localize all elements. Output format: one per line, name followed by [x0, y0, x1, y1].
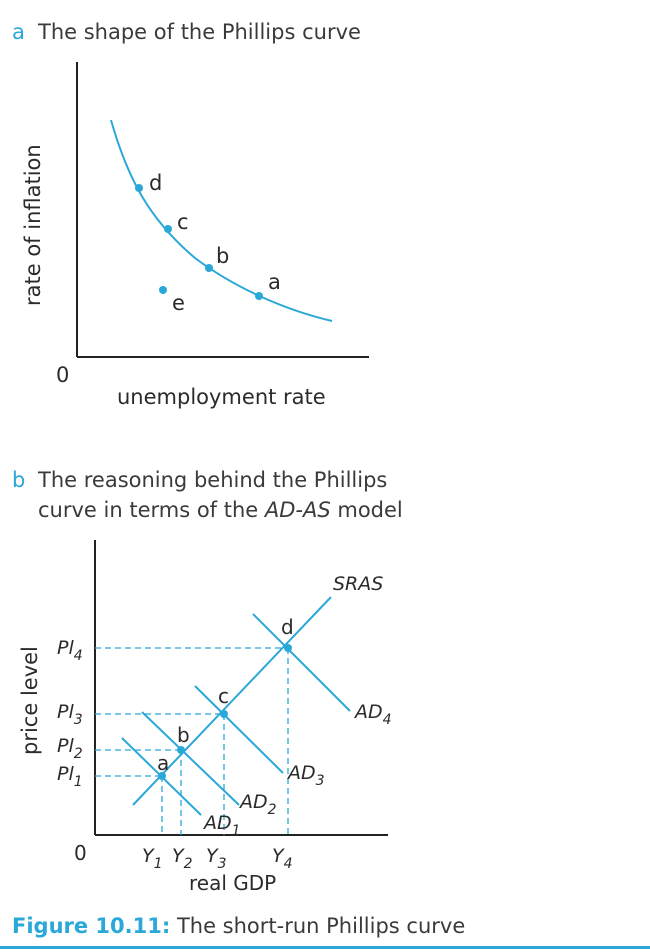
y2-sub: 2: [184, 856, 193, 872]
panel-b-title-line1: The reasoning behind the Phillips: [38, 468, 388, 492]
y2-base: Y: [172, 845, 185, 867]
y4-base: Y: [272, 845, 285, 867]
figure-caption-label: Figure 10.11:: [12, 914, 171, 938]
figure-caption-text: The short-run Phillips curve: [170, 914, 466, 938]
ad2-sub: 2: [268, 802, 277, 818]
panel-b-title-line2-italic: AD-AS: [264, 498, 331, 522]
panel-b-title-line2-post: model: [330, 498, 403, 522]
sras-curve: [132, 596, 332, 806]
point-a-dot: [255, 292, 263, 300]
pl2-sub: 2: [74, 746, 83, 762]
eq-a-dot: [158, 772, 166, 780]
ad4-label: AD4: [353, 701, 392, 728]
y3-sub: 3: [218, 856, 227, 872]
ad3-base: AD: [286, 762, 316, 784]
panel-a-xlabel: unemployment rate: [117, 385, 326, 409]
pl3-sub: 3: [74, 712, 83, 728]
eq-d-label: d: [281, 615, 294, 639]
panel-b-origin: 0: [74, 841, 87, 865]
panel-b-ylabel: price level: [18, 646, 42, 755]
ad1-sub: 1: [232, 823, 241, 839]
point-e-label: e: [172, 291, 185, 315]
y1-label: Y1: [142, 845, 163, 872]
y2-label: Y2: [172, 845, 193, 872]
panel-b-letter: b: [12, 468, 26, 492]
pl1-base: Pl: [57, 763, 74, 785]
ad4-curve: [252, 613, 351, 712]
point-c-label: c: [177, 210, 189, 234]
panel-b-heading: b The reasoning behind the Phillips curve…: [12, 466, 403, 524]
pl4-label: Pl4: [57, 637, 83, 664]
point-b-dot: [205, 264, 213, 272]
point-d-label: d: [149, 171, 162, 195]
ad4-sub: 4: [383, 712, 392, 728]
panel-b-diagram: a b c d SRAS AD4 AD3 AD2 AD1 Pl4 Pl3 Pl2…: [18, 540, 392, 895]
eq-b-dot: [177, 746, 185, 754]
eq-b-label: b: [177, 723, 190, 747]
pl2-label: Pl2: [57, 735, 83, 762]
ad4-base: AD: [353, 701, 383, 723]
ad1-base: AD: [202, 812, 232, 834]
panel-a-heading: a The shape of the Phillips curve: [12, 18, 361, 46]
y3-base: Y: [206, 845, 219, 867]
point-b-label: b: [216, 244, 229, 268]
point-c-dot: [164, 225, 172, 233]
sras-label: SRAS: [333, 573, 383, 595]
ad1-label: AD1: [202, 812, 241, 839]
ad3-sub: 3: [316, 773, 325, 789]
pl1-label: Pl1: [57, 763, 83, 790]
phillips-curve: [110, 119, 333, 322]
y4-sub: 4: [284, 856, 293, 872]
pl3-base: Pl: [57, 701, 74, 723]
eq-a-label: a: [157, 751, 169, 775]
panel-a-diagram: d c b a e 0 unemployment rate rate of in…: [21, 62, 369, 409]
panel-a-title: The shape of the Phillips curve: [38, 20, 361, 44]
pl2-base: Pl: [57, 735, 74, 757]
eq-c-dot: [220, 710, 228, 718]
panel-b-title-line2-pre: curve in terms of the: [38, 498, 265, 522]
y1-base: Y: [142, 845, 155, 867]
y1-sub: 1: [154, 856, 163, 872]
ad3-label: AD3: [286, 762, 325, 789]
y3-label: Y3: [206, 845, 227, 872]
eq-d-dot: [284, 644, 292, 652]
pl4-base: Pl: [57, 637, 74, 659]
figure-caption: Figure 10.11: The short-run Phillips cur…: [12, 914, 465, 938]
panel-a-letter: a: [12, 20, 25, 44]
caption-rule: [0, 946, 650, 949]
point-e-dot: [159, 286, 167, 294]
panel-b-xlabel: real GDP: [189, 871, 276, 895]
ad2-curve: [141, 711, 240, 806]
ad3-curve: [194, 685, 284, 774]
pl1-sub: 1: [74, 774, 83, 790]
eq-c-label: c: [218, 684, 229, 708]
ad2-base: AD: [238, 791, 268, 813]
pl3-label: Pl3: [57, 701, 83, 728]
pl4-sub: 4: [74, 648, 83, 664]
point-d-dot: [135, 184, 143, 192]
ad2-label: AD2: [238, 791, 277, 818]
panel-a-ylabel: rate of inflation: [21, 144, 45, 306]
panel-a-origin: 0: [56, 363, 69, 387]
point-a-label: a: [268, 270, 281, 294]
y4-label: Y4: [272, 845, 293, 872]
